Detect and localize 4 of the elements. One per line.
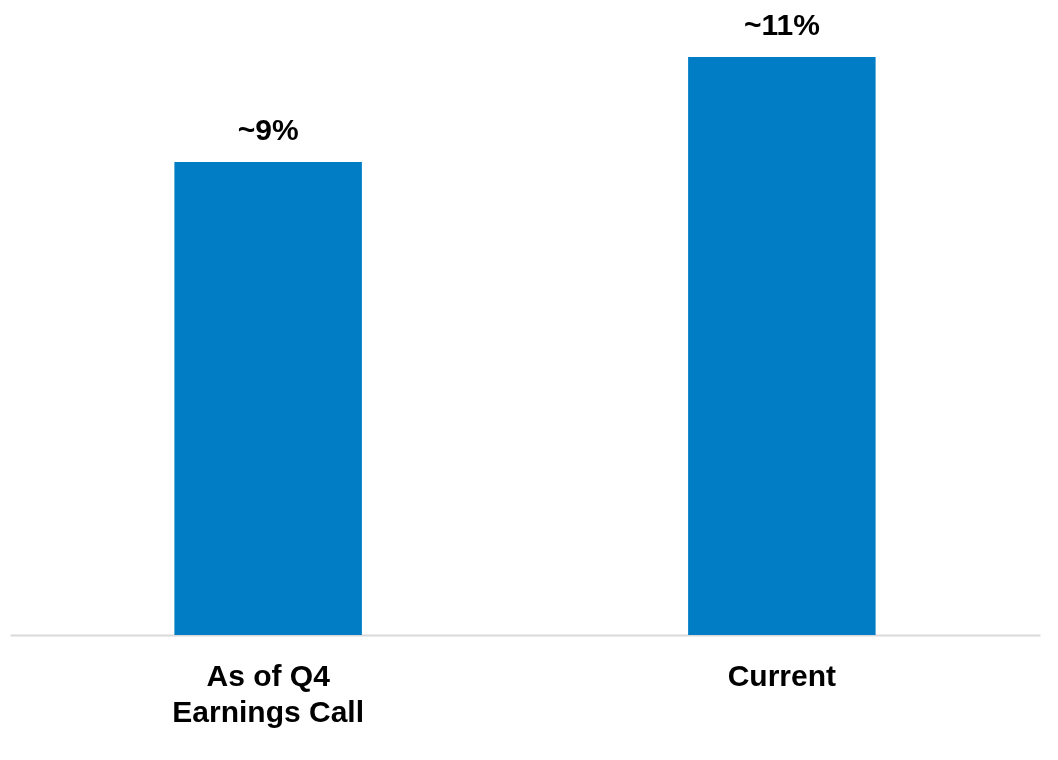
data-label: ~9%: [237, 113, 299, 147]
x-tick-label: Current: [727, 658, 837, 692]
x-tick-label: As of Q4 Earnings Call: [172, 658, 364, 728]
data-label: ~11%: [743, 8, 820, 42]
